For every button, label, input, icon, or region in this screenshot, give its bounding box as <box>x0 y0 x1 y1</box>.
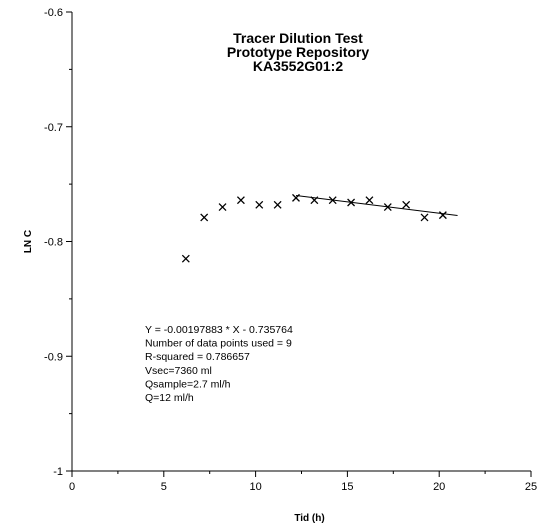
data-point-stroke <box>402 200 411 209</box>
fit-line <box>295 194 458 216</box>
data-point-stroke <box>218 203 227 212</box>
data-points <box>181 193 447 263</box>
y-tick-label: -1 <box>53 466 63 478</box>
data-point-stroke <box>365 196 374 205</box>
data-point <box>181 254 190 263</box>
data-point-stroke <box>420 213 429 222</box>
axes <box>71 12 531 472</box>
data-point-stroke <box>438 211 447 220</box>
annotation-line: Y = -0.00197883 * X - 0.735764 <box>145 324 293 336</box>
x-tick-label: 10 <box>249 481 261 493</box>
annotation-line: Q=12 ml/h <box>145 392 194 404</box>
x-tick-label: 0 <box>69 481 75 493</box>
data-point <box>255 200 264 209</box>
chart-title-line: KA3552G01:2 <box>253 58 343 74</box>
data-point <box>200 213 209 222</box>
data-point-stroke <box>200 213 209 222</box>
data-point-stroke <box>236 196 245 205</box>
data-point <box>438 211 447 220</box>
chart-title-line: Prototype Repository <box>227 44 370 60</box>
y-axis-label: LN C <box>23 230 34 253</box>
annotation-line: Vsec=7360 ml <box>145 365 212 377</box>
data-point <box>236 196 245 205</box>
data-point-stroke <box>255 200 264 209</box>
chart-title-line: Tracer Dilution Test <box>233 30 363 46</box>
data-point <box>273 200 282 209</box>
annotation-line: Number of data points used = 9 <box>145 338 292 350</box>
data-point-stroke <box>181 254 190 263</box>
data-point <box>420 213 429 222</box>
ticks: -0.6 -0.7 -0.8 -0.9 -1 0 5 10 15 20 25 Tid (h) LN C <box>23 7 537 524</box>
y-tick-label: -0.9 <box>44 351 63 363</box>
data-point <box>365 196 374 205</box>
x-axis-label: Tid (h) <box>294 513 324 524</box>
x-tick-label: 25 <box>525 481 537 493</box>
annotation-line: Qsample=2.7 ml/h <box>145 378 231 390</box>
y-tick-label: -0.6 <box>44 7 63 19</box>
annotation-block: Y = -0.00197883 * X - 0.735764 Number of … <box>145 324 293 404</box>
annotation-line: R-squared = 0.786657 <box>145 351 250 363</box>
data-point <box>402 200 411 209</box>
data-point-stroke <box>273 200 282 209</box>
x-tick-label: 20 <box>433 481 445 493</box>
y-tick-label: -0.8 <box>44 237 63 249</box>
regression-fit <box>295 194 458 216</box>
data-point <box>218 203 227 212</box>
x-tick-label: 5 <box>161 481 167 493</box>
x-tick-label: 15 <box>341 481 353 493</box>
y-tick-label: -0.7 <box>44 122 63 134</box>
